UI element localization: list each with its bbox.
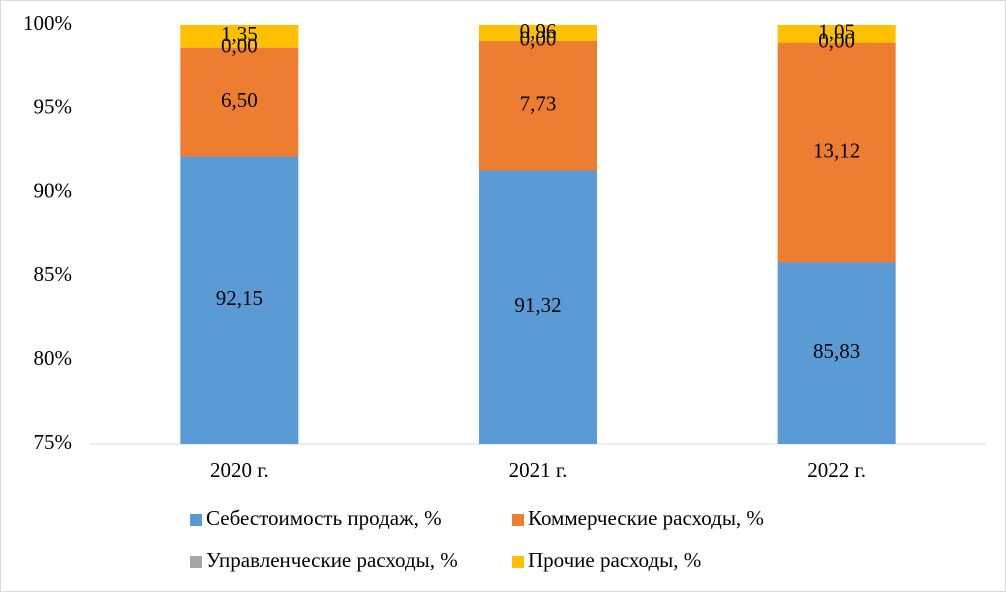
legend-label: Управленческие расходы, % <box>206 548 458 572</box>
y-tick-label: 95% <box>34 95 73 119</box>
data-label: 1,05 <box>818 20 855 44</box>
legend-marker <box>190 514 202 526</box>
data-label: 0,00 <box>221 33 258 57</box>
legend-marker <box>512 514 524 526</box>
data-label: 13,12 <box>813 138 860 162</box>
bar-segment <box>180 25 299 48</box>
bar-segment <box>777 25 896 43</box>
legend-label: Прочие расходы, % <box>528 548 701 572</box>
x-tick-label: 2022 г. <box>807 458 866 482</box>
legend-marker <box>512 556 524 568</box>
data-label: 6,50 <box>221 88 258 112</box>
data-label: 0,96 <box>520 19 557 43</box>
legend-marker <box>190 556 202 568</box>
legend-label: Себестоимость продаж, % <box>206 506 442 530</box>
y-tick-label: 80% <box>34 346 73 370</box>
data-label: 85,83 <box>813 339 860 363</box>
data-label: 0,00 <box>818 28 855 52</box>
y-tick-label: 85% <box>34 262 73 286</box>
bar-segment <box>479 25 597 41</box>
bar-segment <box>479 170 597 444</box>
bar-segment <box>777 42 896 263</box>
data-label: 1,35 <box>221 22 258 46</box>
data-label: 92,15 <box>216 286 263 310</box>
data-label: 0,00 <box>520 27 557 51</box>
legend-label: Коммерческие расходы, % <box>528 506 764 530</box>
bar-segment <box>777 262 896 444</box>
y-tick-label: 90% <box>34 178 73 202</box>
data-label: 7,73 <box>520 92 557 116</box>
y-tick-label: 75% <box>34 430 73 454</box>
bar-segment <box>479 40 597 171</box>
data-label: 91,32 <box>514 293 561 317</box>
x-tick-label: 2021 г. <box>509 458 568 482</box>
bar-segment <box>180 156 299 445</box>
y-tick-label: 100% <box>23 11 72 35</box>
bar-segment <box>180 47 299 157</box>
x-tick-label: 2020 г. <box>210 458 269 482</box>
